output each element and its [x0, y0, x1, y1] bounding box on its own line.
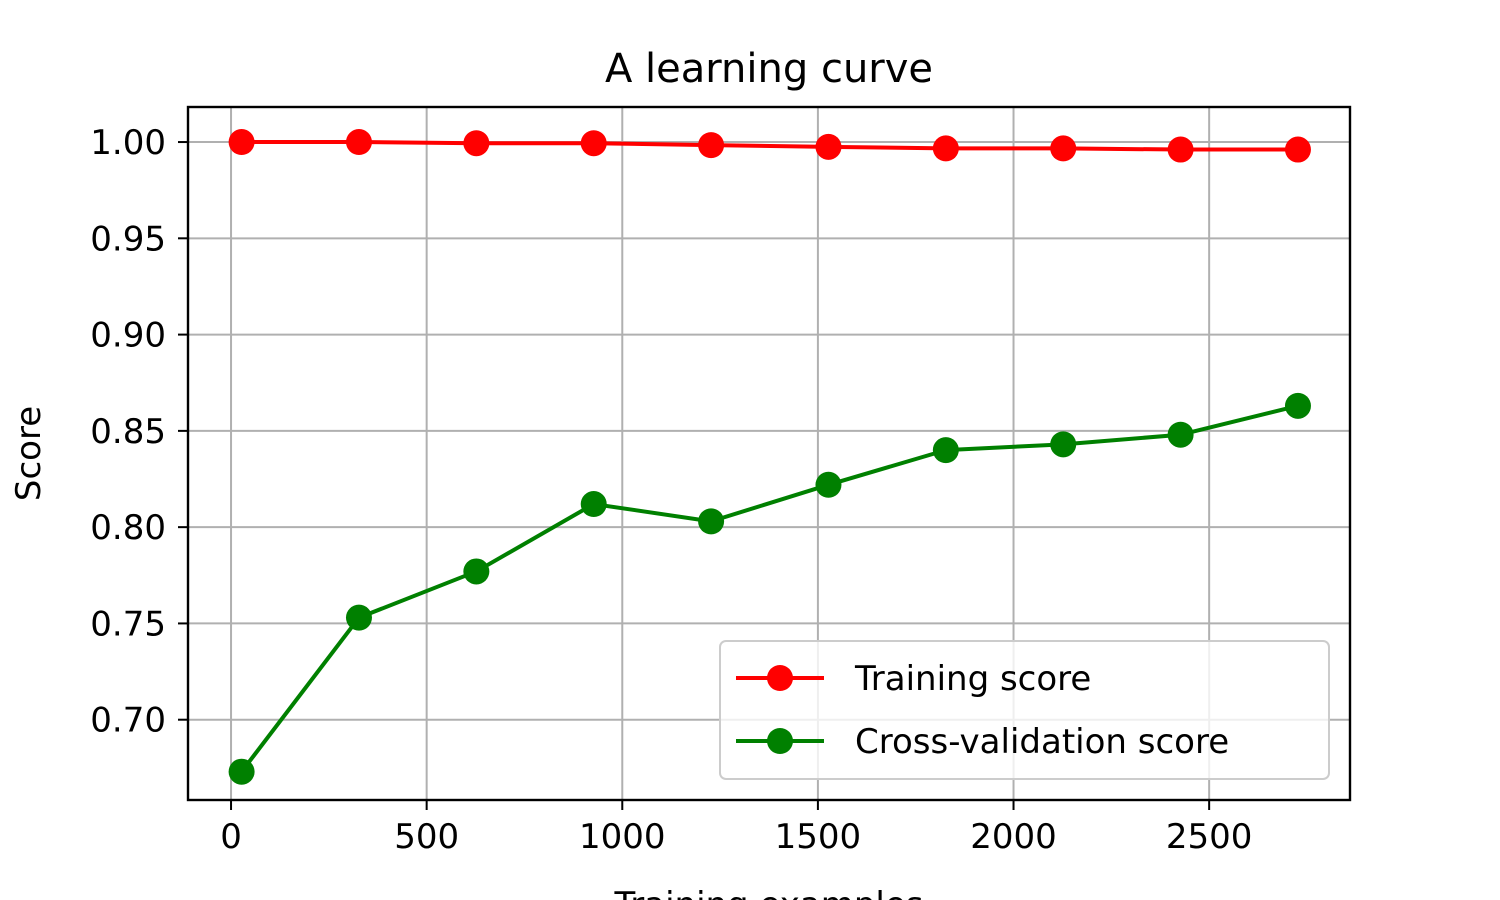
- legend: Training score Cross-validation score: [719, 640, 1330, 780]
- data-point: [698, 508, 725, 535]
- data-point: [463, 558, 490, 585]
- data-point: [815, 133, 842, 160]
- data-point: [932, 135, 959, 162]
- y-tick-label: 0.70: [90, 701, 166, 741]
- y-tick-label: 0.90: [90, 316, 166, 356]
- legend-marker: [767, 728, 793, 754]
- data-point: [1050, 135, 1077, 162]
- y-tick-label: 1.00: [90, 123, 166, 163]
- legend-item: Training score: [736, 659, 1091, 699]
- legend-label: Training score: [854, 659, 1091, 699]
- data-point: [228, 129, 255, 156]
- data-point: [463, 130, 490, 157]
- data-point: [345, 604, 372, 631]
- y-axis-label: Score: [9, 406, 49, 501]
- series-training-score: [228, 129, 1311, 163]
- axis-tick-labels: 0 500 1000 1500 2000 2500 0.70 0.75 0.80 0.85 0.90…: [90, 123, 1252, 857]
- series-line: [240, 403, 1299, 773]
- axis-ticks: [178, 141, 1211, 810]
- data-point: [1050, 431, 1077, 458]
- data-point: [580, 491, 607, 518]
- chart-title: A learning curve: [605, 46, 933, 92]
- data-point: [698, 132, 725, 159]
- x-tick-label: 1000: [579, 817, 666, 857]
- data-series: [228, 129, 1311, 785]
- legend-item: Cross-validation score: [736, 722, 1229, 762]
- data-point: [815, 471, 842, 498]
- y-tick-label: 0.80: [90, 508, 166, 548]
- y-tick-label: 0.95: [90, 219, 166, 259]
- x-tick-label: 1500: [775, 817, 862, 857]
- series-line: [241, 140, 1298, 152]
- x-tick-label: 2000: [970, 817, 1057, 857]
- x-tick-label: 2500: [1166, 817, 1253, 857]
- legend-box: [719, 640, 1330, 780]
- data-point: [345, 129, 372, 156]
- x-axis-label: Training examples: [613, 885, 923, 900]
- data-point: [932, 437, 959, 464]
- legend-label: Cross-validation score: [855, 722, 1229, 762]
- legend-items: Training score Cross-validation score: [736, 659, 1229, 762]
- y-tick-label: 0.75: [90, 604, 166, 644]
- plot-area-frame: [186, 105, 1352, 802]
- data-point: [1167, 136, 1194, 163]
- series-cross-validation-score: [228, 392, 1311, 785]
- data-point: [1284, 136, 1311, 163]
- data-point: [1284, 392, 1311, 419]
- x-tick-label: 0: [220, 817, 242, 857]
- legend-marker: [767, 665, 793, 691]
- x-tick-label: 500: [394, 817, 459, 857]
- data-point: [228, 758, 255, 785]
- data-point: [580, 130, 607, 157]
- data-point: [1167, 421, 1194, 448]
- y-tick-label: 0.85: [90, 412, 166, 452]
